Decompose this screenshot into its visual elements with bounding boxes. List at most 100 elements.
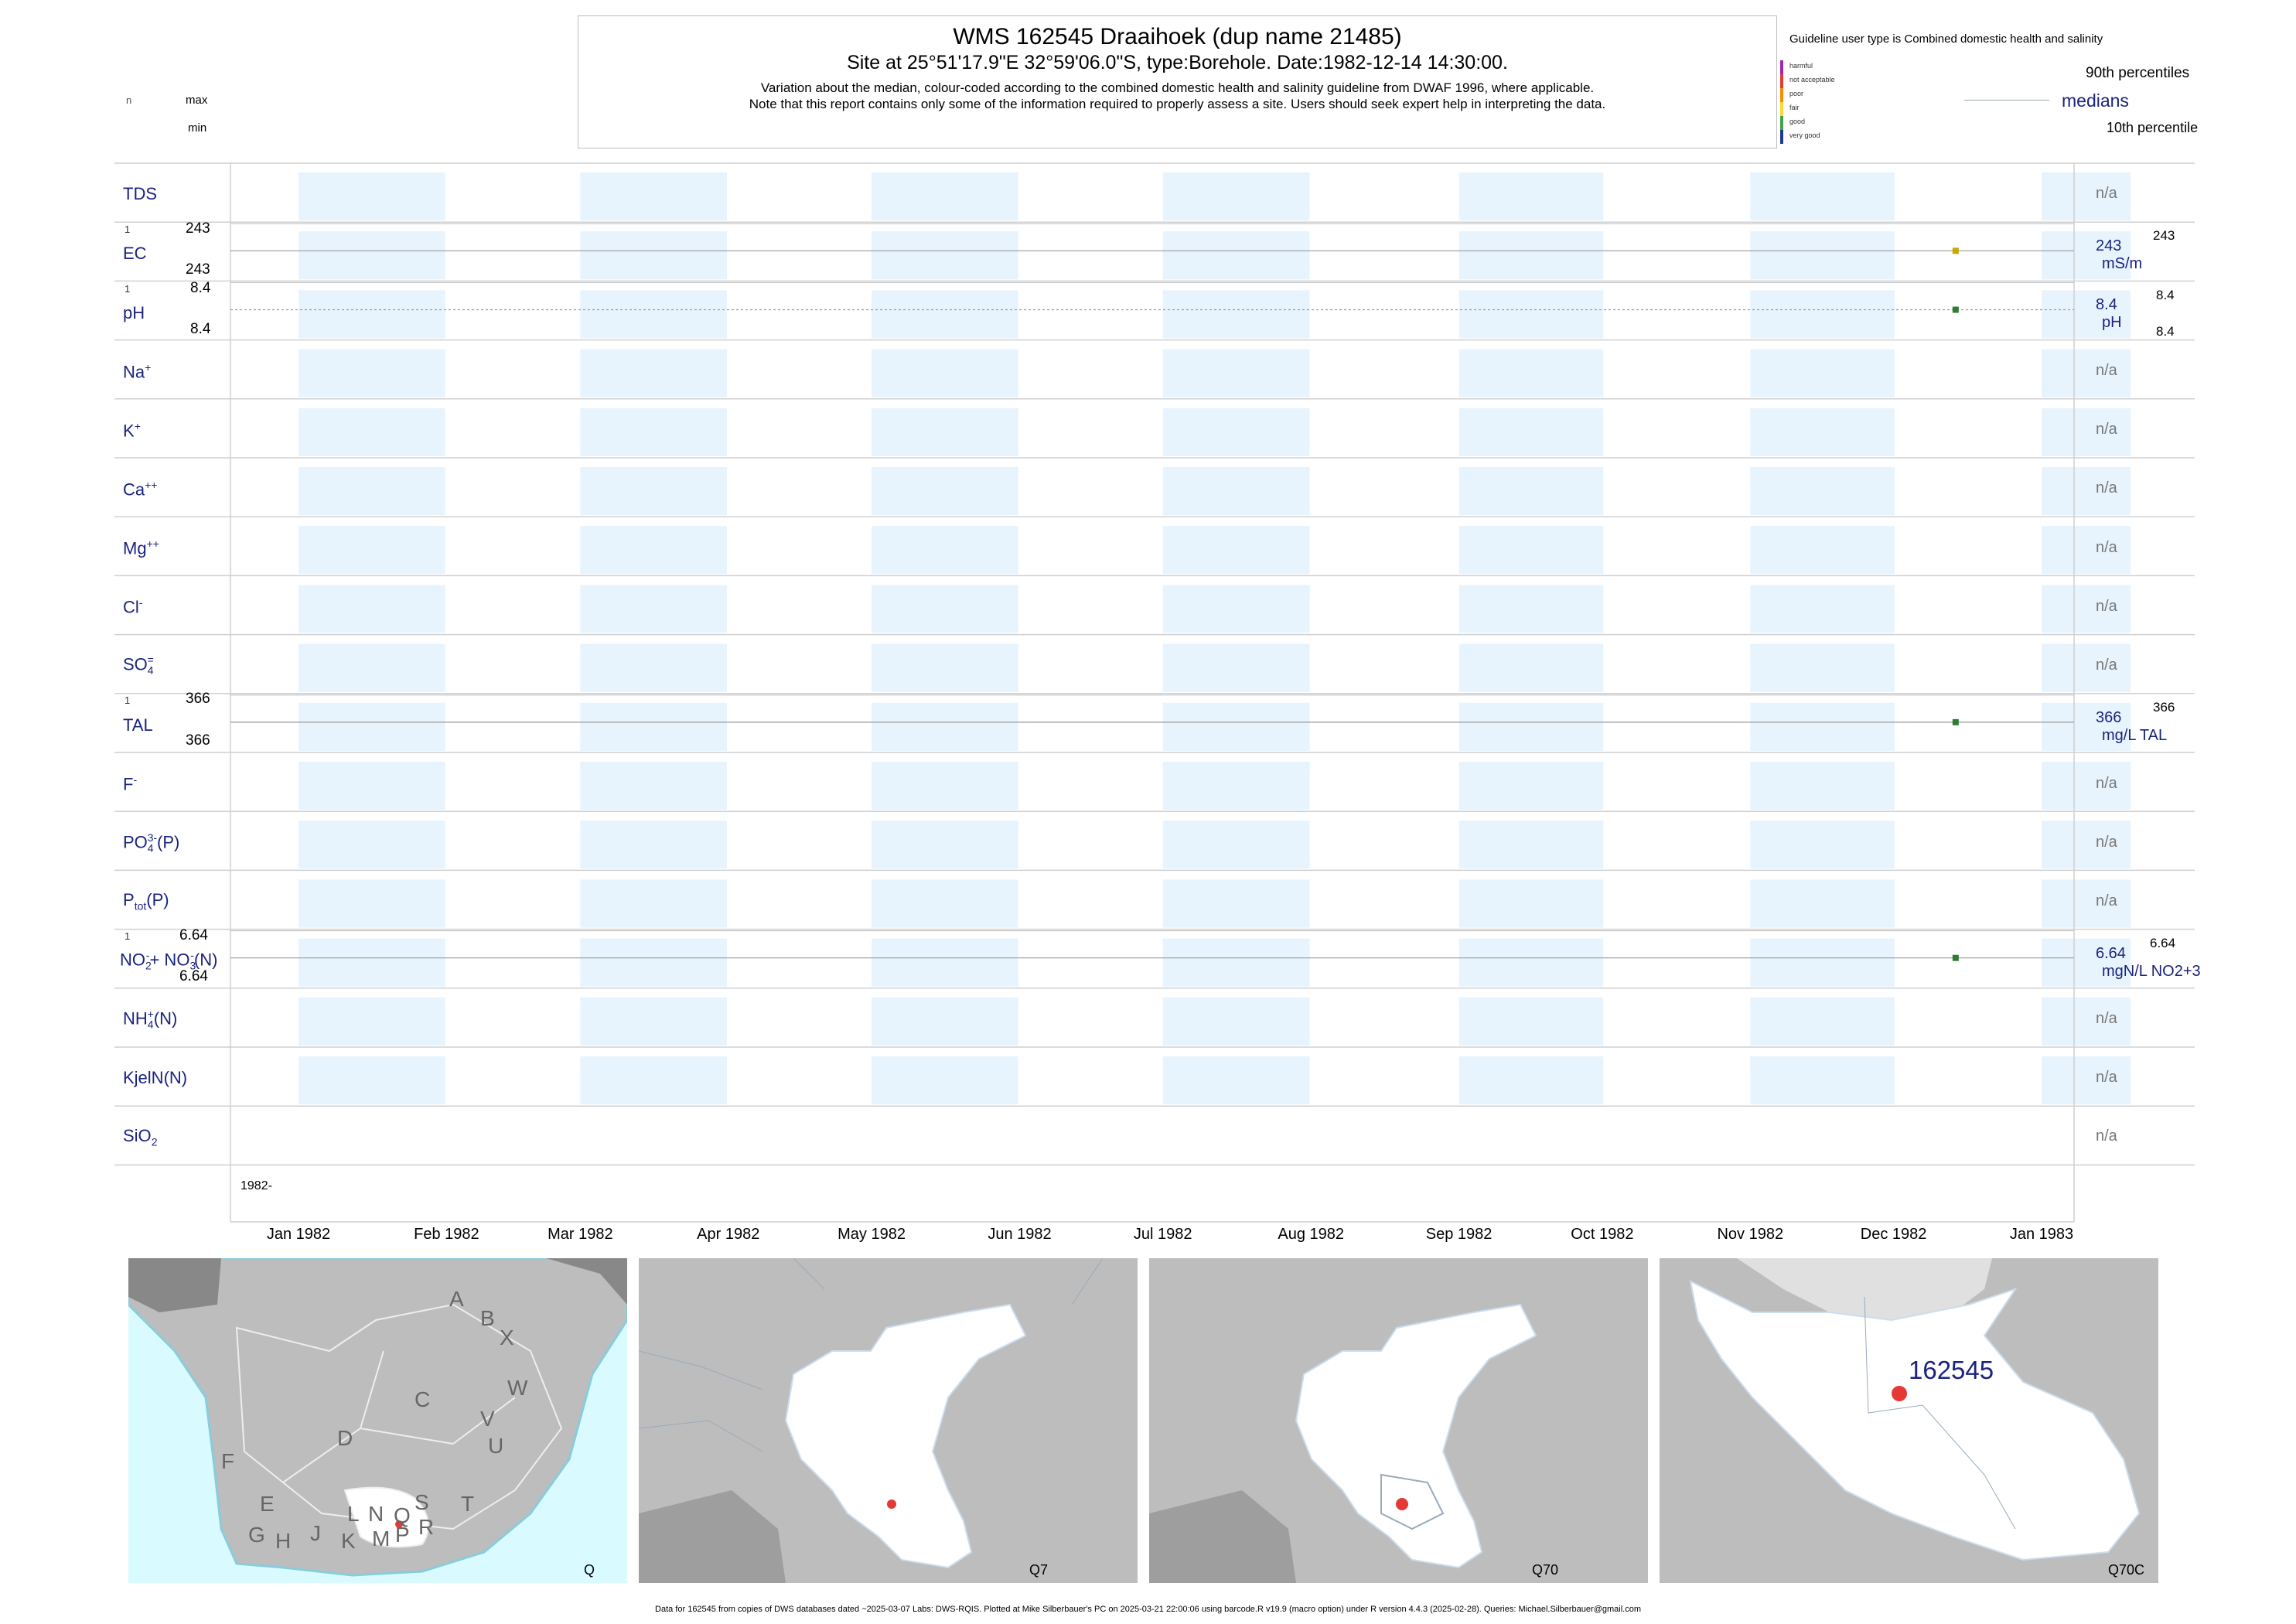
- ph-median: 8.4: [2096, 296, 2117, 313]
- region-letter: H: [275, 1529, 292, 1553]
- month-band: [1458, 349, 1604, 397]
- month-band: [1162, 938, 1310, 987]
- legend-colour-good: [1780, 116, 1783, 130]
- report-header: WMS 162545 Draaihoek (dup name 21485) Si…: [578, 15, 1777, 148]
- month-band: [2042, 408, 2131, 456]
- month-band: [1458, 702, 1604, 751]
- row-label-k: K+: [123, 420, 141, 441]
- q7-site-dot: [887, 1499, 896, 1509]
- row-label-mg: Mg++: [123, 537, 159, 558]
- region-letter: T: [461, 1492, 475, 1516]
- month-band: [1750, 938, 1895, 987]
- page-title: WMS 162545 Draaihoek (dup name 21485): [953, 24, 1402, 49]
- ph-p10: 8.4: [2156, 324, 2175, 339]
- region-letter: X: [500, 1325, 514, 1349]
- region-letter: U: [488, 1434, 504, 1458]
- tal-p90: 366: [2153, 700, 2175, 715]
- month-band: [299, 349, 445, 397]
- month-band: [580, 467, 728, 516]
- po4-na: n/a: [2096, 834, 2117, 851]
- region-letter: G: [248, 1523, 265, 1547]
- month-band: [1750, 762, 1895, 810]
- q70c-site-label: 162545: [1909, 1356, 1994, 1384]
- legend-p90: 90th percentiles: [2086, 65, 2190, 81]
- month-band: [872, 526, 1018, 575]
- legend-medians: medians: [2062, 90, 2129, 111]
- month-band: [2042, 821, 2131, 869]
- guideline-colour-scale: [1780, 60, 1783, 144]
- month-band: [1750, 467, 1895, 516]
- ec-max: 243: [186, 220, 210, 237]
- month-band: [299, 585, 445, 633]
- month-band: [1750, 879, 1895, 928]
- month-band: [580, 408, 728, 456]
- month-band: [1750, 702, 1895, 751]
- no23-median: 6.64: [2096, 945, 2126, 962]
- month-tick-label: Oct 1982: [1571, 1226, 1634, 1243]
- nh4-na: n/a: [2096, 1010, 2117, 1027]
- month-band: [2042, 172, 2131, 221]
- row-label-cl: Cl-: [123, 596, 143, 617]
- k-na: n/a: [2096, 421, 2117, 438]
- month-band: [1162, 821, 1310, 869]
- note-disclaimer: Note that this report contains only some…: [749, 97, 1606, 111]
- tal-median: 366: [2096, 709, 2122, 726]
- month-band: [1750, 349, 1895, 397]
- month-band: [1750, 1056, 1895, 1105]
- ph-max: 8.4: [190, 280, 211, 296]
- map-q70c: 162545 Q70C: [1660, 1258, 2158, 1583]
- month-band: [299, 290, 445, 339]
- row-label-so4: SO4=: [123, 653, 154, 677]
- map-q70-label: Q70: [1531, 1562, 1558, 1578]
- month-band: [872, 467, 1018, 516]
- year-label: 1982-: [241, 1179, 272, 1192]
- legend-colour-very-good: [1780, 130, 1783, 144]
- guideline-class-labels: harmful not acceptable poor fair good very go…: [1789, 60, 1898, 145]
- month-tick-label: Feb 1982: [414, 1226, 479, 1243]
- month-band: [580, 231, 728, 280]
- key-max: max: [186, 94, 208, 107]
- region-letter: J: [310, 1521, 321, 1545]
- month-tick-label: Jun 1982: [988, 1226, 1052, 1243]
- month-tick-label: Dec 1982: [1860, 1226, 1927, 1243]
- legend-class-label: poor: [1789, 90, 1804, 97]
- month-band: [872, 879, 1018, 928]
- no23-unit: mgN/L NO2+3: [2102, 963, 2201, 980]
- row-label-sio2: SiO2: [123, 1126, 158, 1148]
- month-tick-label: Jan 1982: [266, 1226, 331, 1243]
- row-label-no23: NO2-+ NO3-(N): [120, 949, 218, 972]
- ec-p90: 243: [2153, 228, 2175, 243]
- month-band: [1458, 172, 1604, 221]
- row-label-nh4: NH4+(N): [123, 1008, 178, 1031]
- month-band: [580, 938, 728, 987]
- map-q-label: Q: [583, 1562, 595, 1578]
- legend-colour-poor: [1780, 88, 1783, 102]
- key-min: min: [188, 121, 207, 135]
- na-na: n/a: [2096, 362, 2117, 379]
- month-band: [299, 526, 445, 575]
- map-q70: Q70: [1149, 1258, 1648, 1583]
- month-band: [2042, 585, 2131, 633]
- month-band: [1458, 290, 1604, 339]
- month-band: [580, 997, 728, 1046]
- region-letter: P: [395, 1523, 410, 1547]
- f-na: n/a: [2096, 775, 2117, 792]
- month-band: [1162, 702, 1310, 751]
- map-q7: Q7: [639, 1258, 1138, 1583]
- ph-unit: pH: [2102, 314, 2122, 331]
- month-band: [580, 643, 728, 692]
- month-band: [1750, 643, 1895, 692]
- ca-na: n/a: [2096, 479, 2117, 496]
- row-label-ca: Ca++: [123, 479, 158, 500]
- month-band: [1162, 467, 1310, 516]
- month-band: [299, 408, 445, 456]
- month-band: [1458, 643, 1604, 692]
- ec-min: 243: [186, 261, 210, 278]
- month-band: [1750, 585, 1895, 633]
- month-band: [1458, 762, 1604, 810]
- row-label-ph: pH: [123, 303, 145, 322]
- region-letter: C: [415, 1387, 431, 1411]
- legend-p10: 10th percentile: [2107, 120, 2199, 135]
- month-tick-label: Jan 1983: [2009, 1226, 2074, 1243]
- month-band: [872, 938, 1018, 987]
